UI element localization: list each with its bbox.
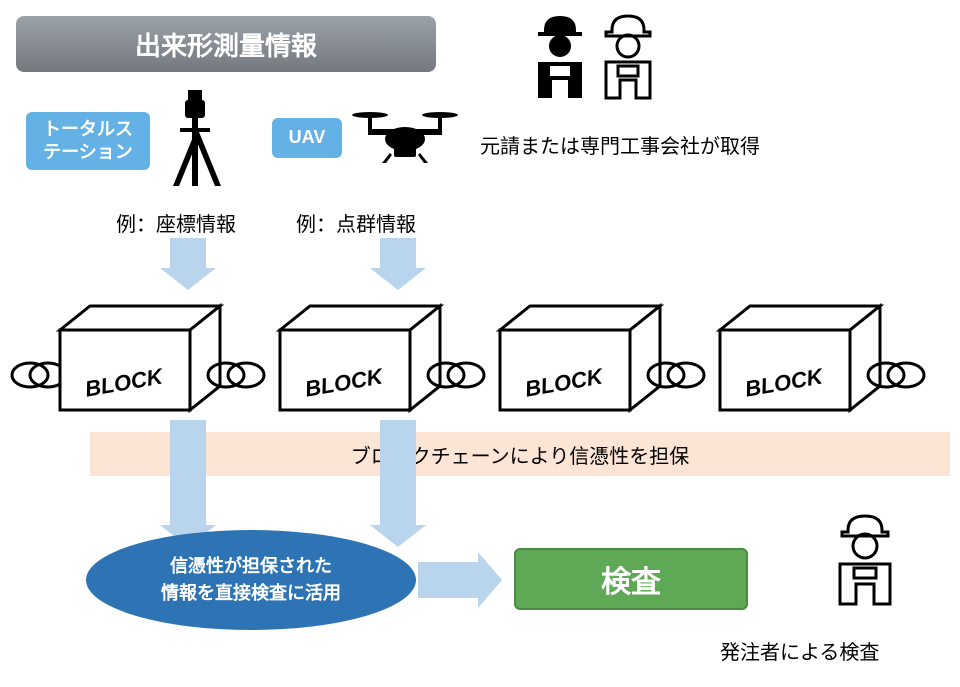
band: ブロックチェーンにより信憑性を担保	[90, 432, 950, 476]
example-point-label: 例：点群情報	[296, 208, 416, 237]
ellipse: 信憑性が担保された 情報を直接検査に活用	[86, 530, 416, 630]
inspector-icon	[820, 510, 910, 620]
arrow-block-1-stem	[170, 420, 206, 525]
arrow-block-2-stem	[380, 420, 416, 525]
total-station-box: トータルス テーション	[26, 112, 150, 170]
arrow-down-2-stem	[380, 238, 416, 268]
block-icon: BLOCK	[720, 306, 880, 410]
total-station-text: トータルス テーション	[43, 118, 133, 165]
inspector-label: 発注者による検査	[720, 636, 879, 665]
title-text: 出来形測量情報	[135, 26, 317, 63]
arrow-block-2-head	[370, 525, 426, 547]
tripod-icon	[160, 88, 230, 188]
ellipse-text: 信憑性が担保された 情報を直接検査に活用	[161, 553, 341, 607]
block-icon: BLOCK	[280, 306, 440, 410]
contractor-label: 元請または専門工事会社が取得	[480, 130, 760, 159]
workers-icon	[520, 10, 680, 120]
arrow-down-1-head	[160, 268, 216, 290]
arrow-right-stem	[418, 562, 478, 598]
block-icon: BLOCK	[500, 306, 660, 410]
arrow-right-head	[478, 552, 502, 608]
inspect-text: 検査	[601, 557, 661, 601]
inspect-box: 検査	[514, 548, 748, 610]
block-row: BLOCK BLOCK BLOCK BLOCK	[10, 290, 950, 430]
arrow-down-2-head	[370, 268, 426, 290]
drone-icon	[350, 105, 460, 165]
example-coord-label: 例：座標情報	[116, 208, 236, 237]
uav-box: UAV	[272, 118, 342, 158]
title-box: 出来形測量情報	[16, 16, 436, 72]
uav-text: UAV	[289, 126, 326, 149]
arrow-down-1-stem	[170, 238, 206, 268]
block-icon: BLOCK	[60, 306, 220, 410]
